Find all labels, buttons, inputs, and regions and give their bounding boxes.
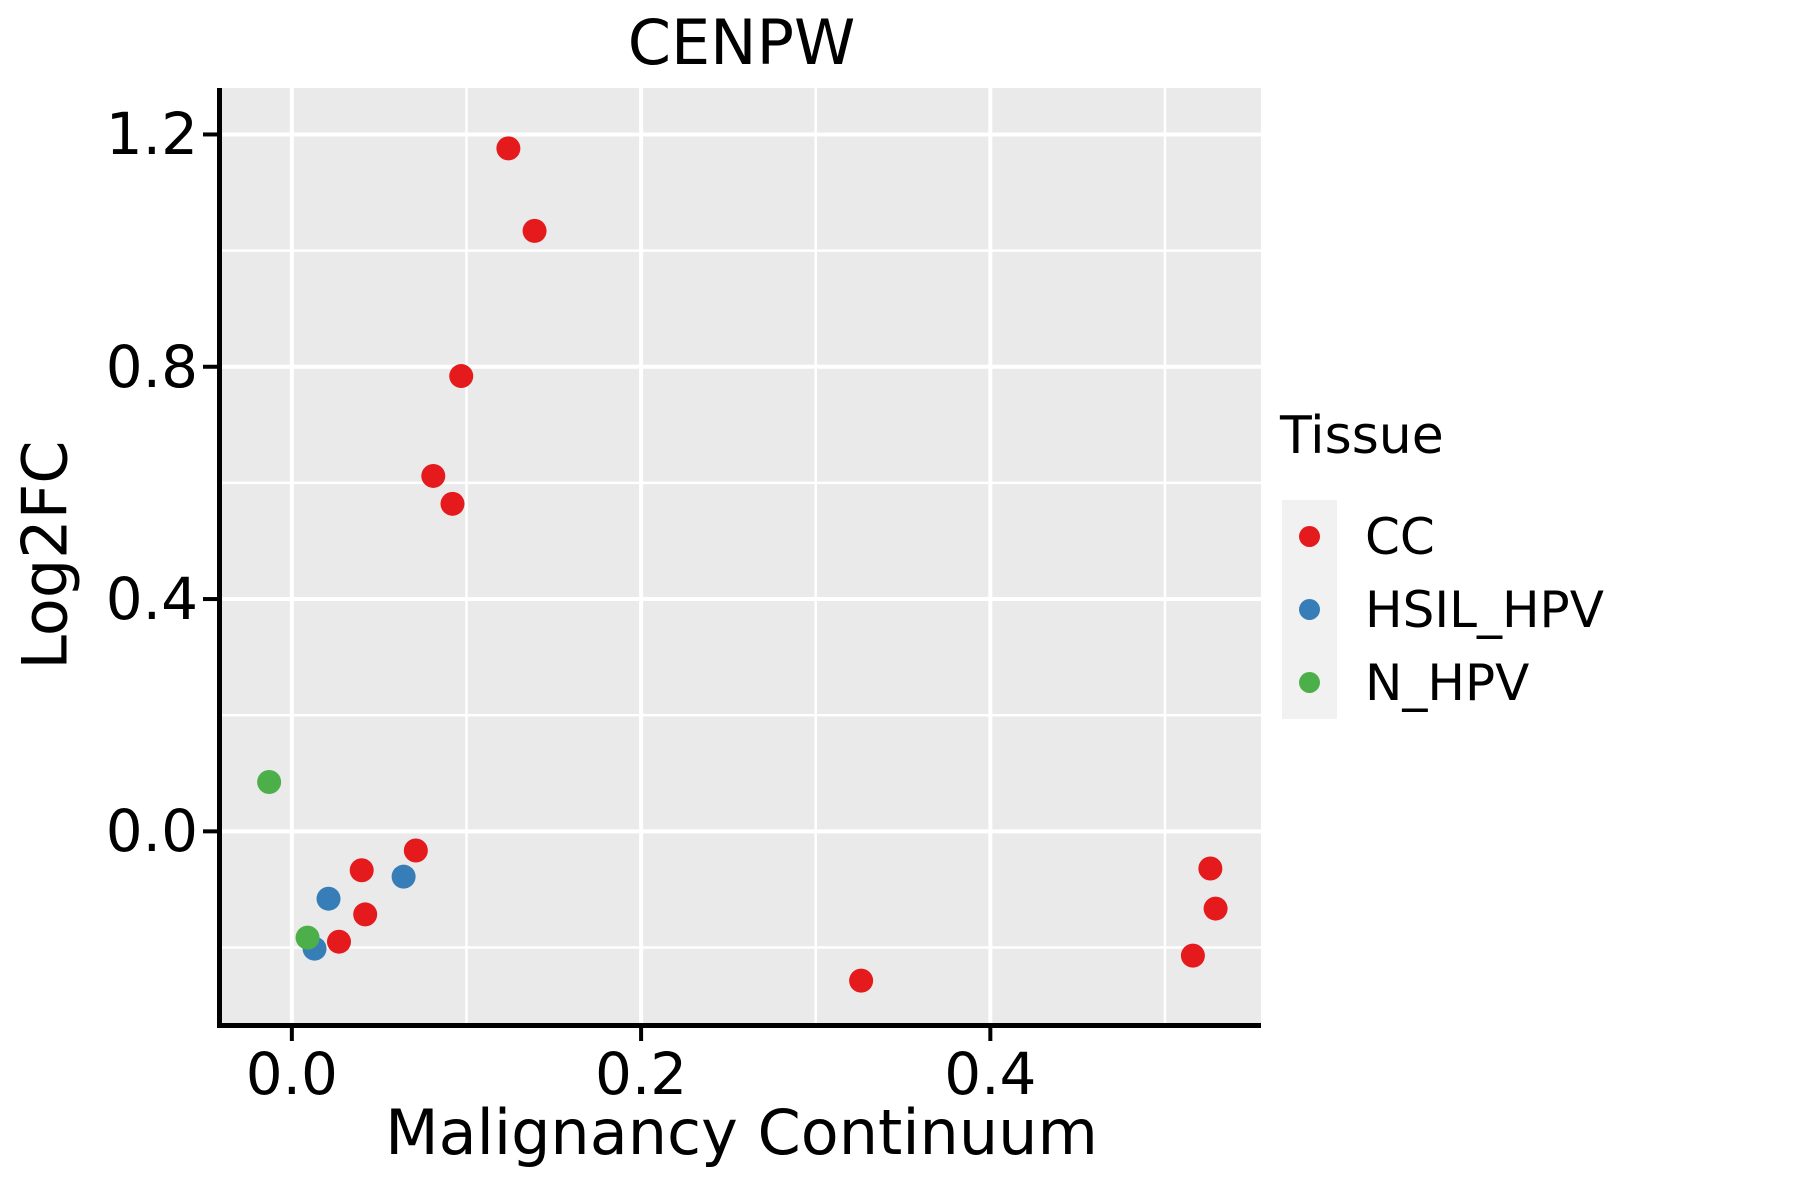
data-point-hsil_hpv <box>316 886 341 911</box>
data-point-cc <box>1198 856 1223 881</box>
legend-entry-cc: CC <box>1282 500 1604 573</box>
legend-title: Tissue <box>1280 406 1444 466</box>
legend-label: N_HPV <box>1365 653 1530 712</box>
data-point-cc <box>353 902 378 927</box>
y-tick-mark <box>203 132 217 137</box>
legend-key <box>1282 573 1337 646</box>
y-tick-label: 0.0 <box>105 797 198 866</box>
data-point-hsil_hpv <box>391 864 416 889</box>
data-point-cc <box>349 858 374 883</box>
x-tick-mark <box>988 1028 993 1041</box>
data-point-cc <box>849 968 874 993</box>
y-axis-title-text: Log2FC <box>8 440 82 670</box>
legend: Tissue CC HSIL_HPV N_HPV <box>1280 404 1604 719</box>
data-point-cc <box>522 218 547 243</box>
data-point-cc <box>440 491 465 516</box>
data-point-cc <box>1203 896 1228 921</box>
legend-entry-n_hpv: N_HPV <box>1282 646 1604 719</box>
legend-label: CC <box>1365 507 1435 566</box>
legend-key <box>1282 646 1337 719</box>
data-point-cc <box>1180 943 1205 968</box>
y-axis-spine <box>217 88 222 1028</box>
legend-entry-hsil_hpv: HSIL_HPV <box>1282 573 1604 646</box>
x-axis-title: Malignancy Continuum <box>385 1096 1098 1169</box>
y-tick-mark <box>203 597 217 602</box>
y-tick-label: 0.8 <box>105 332 198 401</box>
legend-dot-icon <box>1299 526 1320 547</box>
data-point-cc <box>403 838 428 863</box>
legend-entries: CC HSIL_HPV N_HPV <box>1282 500 1604 719</box>
y-tick-label: 1.2 <box>105 100 198 169</box>
plot-title: CENPW <box>627 6 856 79</box>
data-point-cc <box>421 463 446 488</box>
data-point-cc <box>326 929 351 954</box>
legend-label: HSIL_HPV <box>1365 580 1604 639</box>
x-tick-label: 0.4 <box>944 1040 1037 1108</box>
data-point-n_hpv <box>295 925 320 950</box>
data-point-cc <box>449 364 474 389</box>
x-tick-label: 0.2 <box>594 1040 688 1108</box>
data-point-cc <box>496 136 521 161</box>
legend-dot-icon <box>1299 599 1320 620</box>
x-tick-mark <box>289 1028 294 1041</box>
x-axis-spine <box>217 1023 1261 1028</box>
legend-key <box>1282 500 1337 573</box>
data-point-n_hpv <box>257 769 282 794</box>
x-tick-label: 0.0 <box>245 1040 338 1108</box>
y-tick-mark <box>203 829 217 834</box>
legend-dot-icon <box>1299 672 1320 693</box>
y-tick-label: 0.4 <box>105 565 198 634</box>
plot-panel <box>222 88 1261 1023</box>
y-tick-mark <box>203 364 217 369</box>
x-tick-mark <box>639 1028 644 1041</box>
